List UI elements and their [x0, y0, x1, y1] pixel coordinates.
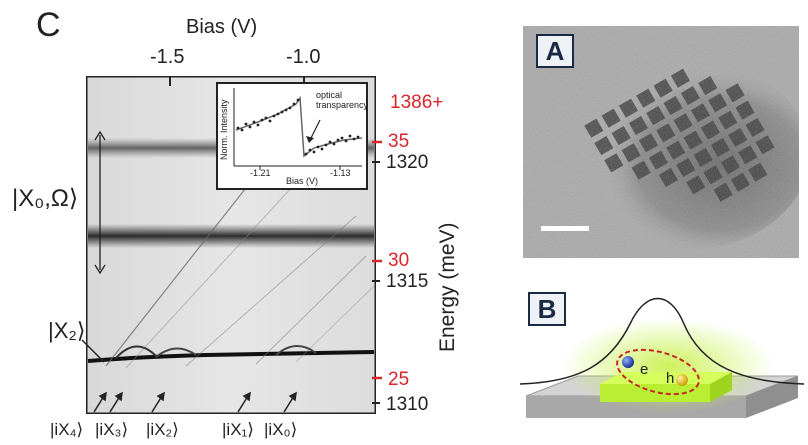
inset-x-tick-1: -1.21 — [250, 168, 271, 178]
bottom-label-ix0: |iX₀⟩ — [264, 420, 298, 439]
inset-y-label: Norm. Intensity — [219, 99, 229, 160]
bottom-label-ix1: |iX₁⟩ — [222, 420, 254, 439]
black-tick-1320: 1320 — [386, 152, 429, 173]
bottom-arrows — [93, 391, 297, 413]
energy-offset-label: 1386+ — [390, 92, 444, 113]
top-tick-label-1: -1.5 — [150, 46, 185, 68]
electron-label: e — [640, 361, 649, 378]
inset-annotation: optical transparency — [316, 90, 369, 110]
inset-plot: Norm. Intensity Bias (V) -1.21 -1.13 opt… — [216, 82, 368, 190]
bottom-label-ix4: |iX₄⟩ — [50, 420, 84, 439]
x2-pointer — [81, 339, 105, 363]
panel-a-label: A — [536, 34, 574, 68]
hole-label: h — [666, 370, 675, 387]
state-label-x0-omega: |X₀,Ω⟩ — [12, 185, 79, 212]
right-axis-ticks — [372, 140, 382, 404]
black-tick-1315: 1315 — [386, 271, 429, 292]
scale-bar — [541, 226, 589, 231]
inset-x-tick-2: -1.13 — [330, 168, 351, 178]
state-label-x2: |X₂⟩ — [48, 318, 86, 343]
panel-c-label: C — [36, 6, 61, 44]
inset-x-label: Bias (V) — [286, 176, 319, 186]
bottom-label-ix3: |iX₃⟩ — [95, 420, 129, 439]
red-tick-25: 25 — [388, 369, 410, 390]
inset-curve — [233, 88, 363, 170]
red-tick-30: 30 — [388, 250, 410, 271]
top-tick-label-2: -1.0 — [286, 46, 321, 68]
range-arrow — [94, 130, 106, 275]
right-axis-title: Energy (meV) — [436, 222, 459, 352]
red-tick-35: 35 — [388, 131, 410, 152]
panel-b-label: B — [528, 292, 566, 326]
bottom-label-ix2: |iX₂⟩ — [146, 420, 179, 439]
quantum-dot-schematic — [520, 297, 804, 418]
black-tick-1310: 1310 — [386, 394, 429, 415]
top-axis-title: Bias (V) — [186, 16, 258, 38]
band-lower — [87, 350, 375, 363]
band-middle — [88, 224, 374, 248]
